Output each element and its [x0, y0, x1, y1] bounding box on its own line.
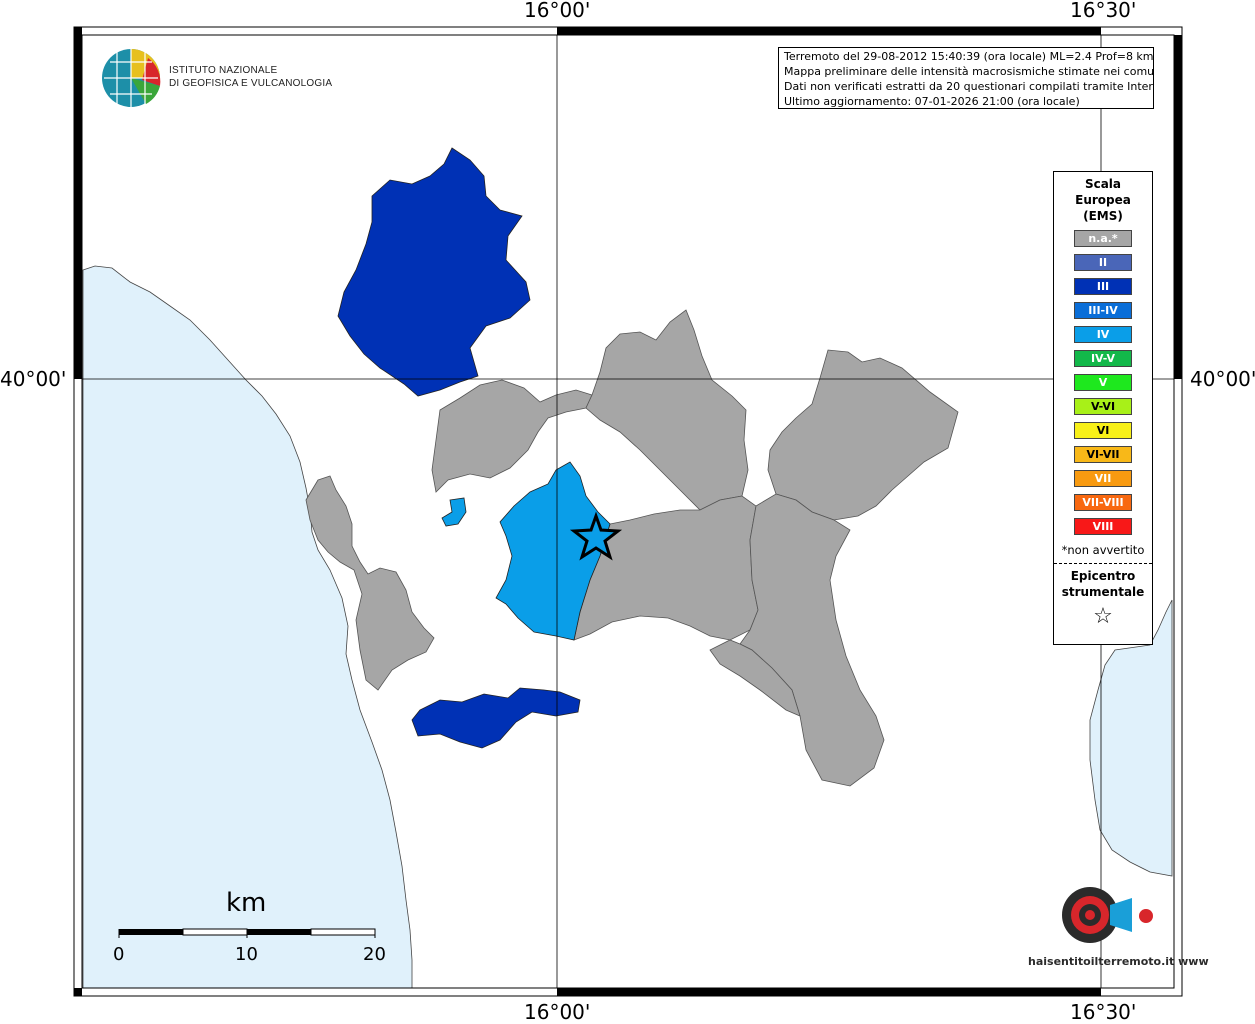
legend-items: n.a.* II III III-IV IV IV-V V V-VI VI VI-VII VII VI…: [1054, 230, 1152, 535]
epicenter-star: [569, 511, 623, 561]
municipality-west: [305, 475, 435, 691]
legend-item-vivii: VI-VII: [1074, 446, 1132, 463]
scalebar-unit: km: [226, 888, 267, 918]
frame-bar-top: [557, 27, 1101, 35]
frame-bar-right: [1174, 35, 1182, 379]
event-info-line1: Terremoto del 29-08-2012 15:40:39 (ora l…: [784, 50, 1154, 63]
legend-title-line2: Europea: [1075, 193, 1131, 207]
coord-left-lat: 40°00': [0, 367, 67, 391]
legend-epicenter-label: Epicentro strumentale: [1054, 568, 1152, 600]
municipality-southeast: [739, 493, 885, 787]
legend-item-viiviii: VII-VIII: [1074, 494, 1132, 511]
legend-separator: [1054, 563, 1152, 564]
legend-item-iii: III: [1074, 278, 1132, 295]
ingv-logo-line2: DI GEOFISICA E VULCANOLOGIA: [169, 78, 333, 89]
ingv-logo-text: ISTITUTO NAZIONALE DI GEOFISICA E VULCAN…: [169, 64, 332, 90]
sea-west: [82, 265, 413, 989]
haisentito-logo-text: haisentitoilterremoto.it www: [1028, 955, 1209, 968]
legend-item-viii: VIII: [1074, 518, 1132, 535]
legend-note: *non avvertito: [1061, 543, 1145, 557]
legend-item-vii: VII: [1074, 470, 1132, 487]
municipality-intensity-iv: [495, 461, 611, 641]
legend-title-line3: (EMS): [1083, 209, 1123, 223]
legend-item-ii: II: [1074, 254, 1132, 271]
sea-east: [1089, 599, 1173, 877]
municipality-intensity-iv-small: [441, 497, 467, 527]
municipality-intensity-iii-south: [411, 687, 581, 749]
frame-bar-bottom-left: [74, 988, 82, 996]
legend-epicenter-line1: Epicentro: [1070, 569, 1136, 583]
event-info-line2: Mappa preliminare delle intensità macros…: [784, 65, 1154, 78]
ingv-logo-icon: [102, 49, 161, 107]
legend-item-ivv: IV-V: [1074, 350, 1132, 367]
municipalities-not-felt: [305, 309, 959, 787]
scalebar-tick-0: 0: [113, 944, 125, 965]
event-info-line3: Dati non verificati estratti da 20 quest…: [784, 80, 1154, 93]
coord-top-left: 16°00': [524, 0, 591, 22]
municipality-intensity-iii-north: [337, 147, 531, 397]
frame-bar-top-left: [74, 27, 82, 35]
coord-top-right: 16°30': [1070, 0, 1137, 22]
municipality-south-central: [709, 639, 801, 717]
frame-inner: [81, 34, 1175, 989]
legend-star-icon: ☆: [1093, 604, 1113, 629]
ingv-logo-line1: ISTITUTO NAZIONALE: [169, 65, 278, 76]
legend-item-vvi: V-VI: [1074, 398, 1132, 415]
scalebar-tick-20: 20: [363, 944, 386, 965]
coord-right-lat: 40°00': [1190, 367, 1255, 391]
frame-bar-left: [74, 35, 82, 379]
legend-item-na: n.a.*: [1074, 230, 1132, 247]
legend-item-v: V: [1074, 374, 1132, 391]
haisentito-logo-icon: [1062, 887, 1153, 943]
scalebar: [118, 928, 376, 938]
legend-epicenter-line2: strumentale: [1061, 585, 1145, 599]
legend-item-vi: VI: [1074, 422, 1132, 439]
event-info-line4: Ultimo aggiornamento: 07-01-2026 21:00 (…: [784, 95, 1080, 108]
coord-bottom-left: 16°00': [524, 1000, 591, 1024]
legend-title-line1: Scala: [1084, 177, 1122, 191]
legend-item-iv: IV: [1074, 326, 1132, 343]
frame-bar-bottom: [557, 988, 1101, 996]
event-info-box: Terremoto del 29-08-2012 15:40:39 (ora l…: [778, 47, 1154, 109]
intensity-legend: Scala Europea (EMS) n.a.* II III III-IV IV IV…: [1053, 171, 1153, 645]
scalebar-tick-10: 10: [235, 944, 258, 965]
legend-title: Scala Europea (EMS): [1054, 176, 1152, 224]
legend-item-iiiiv: III-IV: [1074, 302, 1132, 319]
municipality-north-east: [585, 309, 749, 511]
coord-bottom-right: 16°30': [1070, 1000, 1137, 1024]
